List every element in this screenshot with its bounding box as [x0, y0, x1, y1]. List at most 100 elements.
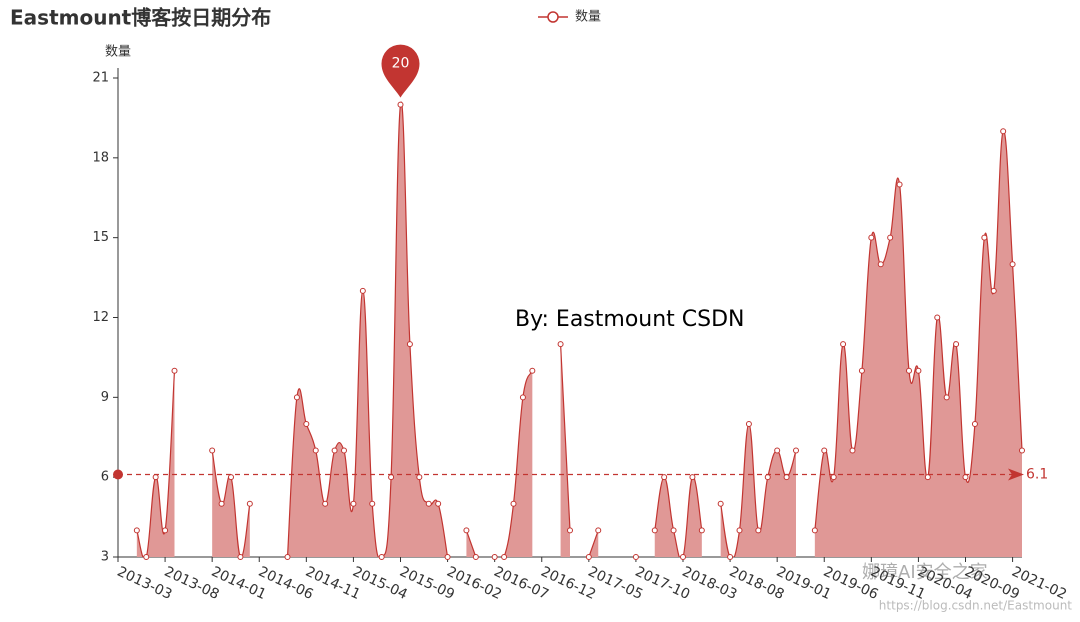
point — [887, 234, 894, 241]
point — [303, 420, 310, 427]
point — [331, 447, 338, 454]
point — [1000, 128, 1007, 135]
point — [378, 554, 385, 560]
point — [793, 447, 799, 454]
point — [501, 554, 508, 560]
point — [830, 474, 837, 481]
point — [698, 527, 705, 534]
max-label: 20 — [392, 56, 410, 72]
y-tick-label: 21 — [92, 71, 109, 86]
point — [350, 500, 357, 507]
point — [510, 500, 517, 507]
point — [218, 500, 225, 507]
point — [764, 474, 771, 481]
point — [962, 474, 969, 481]
point — [877, 261, 884, 268]
y-tick-label: 3 — [101, 550, 109, 565]
point — [595, 527, 602, 534]
area — [814, 130, 1022, 557]
point — [745, 420, 752, 427]
point — [435, 500, 442, 507]
y-tick-label: 18 — [92, 150, 109, 165]
point — [246, 500, 253, 507]
point — [906, 367, 912, 374]
point — [670, 527, 677, 534]
point — [953, 341, 960, 348]
point — [284, 554, 291, 560]
point — [228, 474, 234, 481]
point — [322, 500, 329, 507]
point — [463, 527, 470, 534]
line — [136, 370, 176, 557]
point — [416, 474, 423, 481]
y-tick-label: 15 — [92, 230, 109, 245]
point — [567, 527, 573, 534]
point — [237, 554, 244, 560]
point — [727, 554, 734, 560]
legend-symbol — [547, 11, 559, 23]
average-arrow — [1008, 468, 1024, 481]
point — [651, 527, 658, 534]
point — [171, 367, 178, 374]
point — [519, 394, 526, 401]
y-tick-label: 6 — [101, 470, 109, 485]
point — [849, 447, 856, 454]
y-axis-label: 数量 — [105, 45, 131, 60]
point — [971, 420, 978, 427]
max-pin — [381, 44, 420, 98]
area — [654, 477, 702, 557]
legend-label: 数量 — [575, 10, 601, 25]
point — [444, 554, 451, 560]
point — [312, 447, 319, 454]
point — [491, 554, 498, 560]
point — [425, 500, 432, 507]
point — [406, 341, 413, 348]
line — [720, 423, 797, 557]
point — [143, 554, 150, 560]
point — [840, 341, 847, 348]
area — [287, 102, 448, 557]
point — [133, 527, 140, 534]
point — [529, 367, 536, 374]
point — [661, 474, 668, 481]
point — [717, 500, 724, 507]
point — [472, 554, 479, 560]
point — [585, 554, 592, 560]
point — [896, 181, 903, 188]
watermark-url: https://blog.csdn.net/Eastmount — [879, 599, 1072, 613]
point — [162, 527, 169, 534]
point — [990, 287, 997, 294]
point — [736, 527, 743, 534]
line — [494, 370, 533, 557]
point — [1019, 447, 1025, 454]
point — [341, 447, 347, 454]
point — [915, 367, 922, 374]
point — [293, 394, 300, 401]
point — [858, 367, 865, 374]
annotation: By: Eastmount CSDN — [515, 307, 745, 332]
point — [369, 500, 376, 507]
point — [774, 447, 781, 454]
point — [924, 474, 931, 481]
line — [559, 344, 571, 531]
y-tick-label: 9 — [101, 390, 109, 405]
point — [388, 474, 395, 481]
watermark: 娜璋AI安全之家 — [862, 562, 988, 583]
point — [152, 474, 159, 481]
average-label: 6.1 — [1026, 467, 1048, 483]
area — [494, 370, 533, 557]
area — [136, 370, 175, 557]
point — [557, 341, 564, 348]
point — [943, 394, 950, 401]
y-tick-label: 12 — [92, 310, 109, 325]
point — [397, 101, 404, 108]
area — [212, 450, 250, 557]
point — [981, 234, 988, 241]
point — [934, 314, 941, 321]
point — [632, 554, 639, 560]
point — [821, 447, 828, 454]
point — [811, 527, 818, 534]
point — [783, 474, 790, 481]
area — [720, 423, 796, 557]
